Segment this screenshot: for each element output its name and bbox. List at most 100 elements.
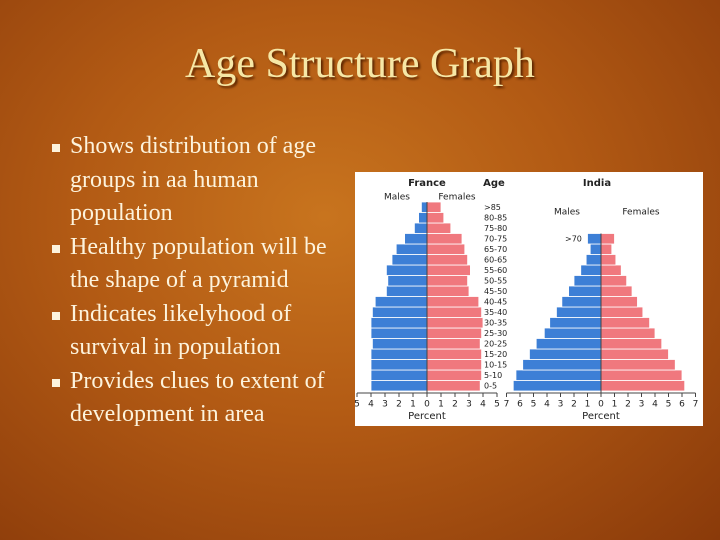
bar xyxy=(600,254,617,266)
x-tick-label: 0 xyxy=(424,400,430,410)
x-tick-label: 5 xyxy=(531,400,537,410)
age-group-label: 80-85 xyxy=(484,213,507,222)
x-tick-label: 4 xyxy=(544,400,550,410)
x-axis-label: Percent xyxy=(408,411,446,422)
bar xyxy=(543,327,602,339)
bar xyxy=(600,380,686,392)
chart-title: India xyxy=(583,178,611,189)
bar xyxy=(426,254,468,266)
bar xyxy=(371,306,428,318)
bar xyxy=(515,369,602,381)
x-tick-label: 7 xyxy=(504,400,510,410)
bullet: Healthy population will be the shape of … xyxy=(52,231,352,298)
x-tick-label: 1 xyxy=(585,400,591,410)
x-tick-label: 3 xyxy=(382,400,388,410)
bar xyxy=(600,306,644,318)
bar xyxy=(370,327,428,339)
bar xyxy=(600,338,663,350)
series-label: Males xyxy=(554,208,580,218)
bar xyxy=(385,285,428,297)
series-label: Females xyxy=(622,208,660,218)
bar xyxy=(374,296,428,308)
age-group-label: 30-35 xyxy=(484,318,507,327)
x-tick-label: 3 xyxy=(466,400,472,410)
x-tick-label: 6 xyxy=(679,400,685,410)
bar xyxy=(573,275,602,287)
bar xyxy=(391,254,428,266)
bar xyxy=(600,317,650,329)
x-tick-label: 2 xyxy=(452,400,458,410)
bar xyxy=(387,275,428,287)
bar xyxy=(600,233,615,245)
x-tick-label: 5 xyxy=(666,400,672,410)
slide-title: Age Structure Graph xyxy=(185,41,535,87)
bar xyxy=(426,212,445,224)
bar xyxy=(512,380,602,392)
x-tick-label: 2 xyxy=(571,400,577,410)
bar xyxy=(535,338,602,350)
x-tick-label: 2 xyxy=(625,400,631,410)
x-tick-label: 1 xyxy=(438,400,444,410)
bar xyxy=(385,264,428,276)
age-group-label: 15-20 xyxy=(484,350,507,359)
bar xyxy=(426,338,481,350)
bar xyxy=(561,296,602,308)
bullet: Shows distribution of age groups in aa h… xyxy=(52,130,352,231)
age-label: Age xyxy=(483,178,505,189)
series-label: Males xyxy=(384,193,410,203)
age-group-label: 65-70 xyxy=(484,245,507,254)
bar xyxy=(529,348,602,360)
chart-title: France xyxy=(408,178,446,189)
age-group-label: >85 xyxy=(484,203,501,212)
bar xyxy=(420,201,428,213)
x-tick-label: 3 xyxy=(558,400,564,410)
age-group-label: 45-50 xyxy=(484,287,507,296)
x-tick-label: 5 xyxy=(355,400,360,410)
bar xyxy=(600,264,622,276)
age-group-label: 60-65 xyxy=(484,255,507,264)
bar xyxy=(370,348,428,360)
bar xyxy=(600,275,628,287)
age-group-label: 10-15 xyxy=(484,360,507,369)
bar xyxy=(600,296,638,308)
bar xyxy=(426,264,471,276)
age-group-label: 75-80 xyxy=(484,224,507,233)
bar xyxy=(522,359,602,371)
x-tick-label: 4 xyxy=(480,400,486,410)
bar xyxy=(426,275,468,287)
bar xyxy=(371,338,428,350)
bullet: Provides clues to extent of development … xyxy=(52,365,352,432)
bar xyxy=(426,369,482,381)
bar xyxy=(426,296,480,308)
bar xyxy=(426,233,463,245)
age-group-label: 50-55 xyxy=(484,276,507,285)
bar xyxy=(426,243,466,255)
bar xyxy=(568,285,602,297)
bar xyxy=(426,201,442,213)
bar xyxy=(600,348,669,360)
bar xyxy=(580,264,602,276)
bar xyxy=(549,317,602,329)
bar xyxy=(426,222,452,234)
age-group-label: 40-45 xyxy=(484,297,507,306)
x-tick-label: 1 xyxy=(410,400,416,410)
bar xyxy=(600,369,683,381)
age-group-label: 55-60 xyxy=(484,266,507,275)
age-group-label: 25-30 xyxy=(484,329,507,338)
bar xyxy=(370,380,428,392)
bar xyxy=(426,306,482,318)
bar xyxy=(585,254,602,266)
bar xyxy=(587,233,602,245)
bar xyxy=(426,285,470,297)
bar xyxy=(426,380,481,392)
bar xyxy=(600,285,633,297)
bar xyxy=(413,222,428,234)
bar xyxy=(426,359,482,371)
age-group-label: >70 xyxy=(565,234,582,243)
series-label: Females xyxy=(438,193,476,203)
x-tick-label: 4 xyxy=(368,400,374,410)
bar xyxy=(589,243,602,255)
bar xyxy=(600,243,613,255)
